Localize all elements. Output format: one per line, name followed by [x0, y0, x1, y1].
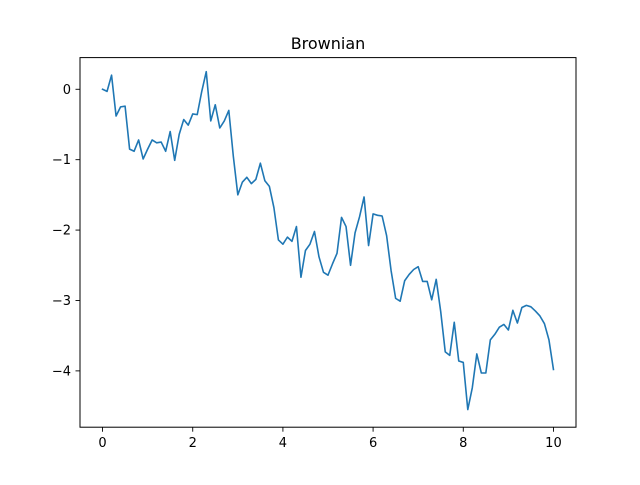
x-tick-label: 2: [189, 436, 197, 451]
chart-title: Brownian: [291, 34, 366, 53]
y-tick-label: 0: [63, 83, 71, 98]
y-tick-label: −2: [52, 224, 71, 239]
x-tick-label: 8: [459, 436, 467, 451]
axes-ticks: 0 2 4 6 8 10 0 −1 −2 −3 −4: [52, 83, 562, 451]
x-tick-label: 4: [279, 436, 287, 451]
y-tick-label: −4: [52, 364, 71, 379]
x-tick-label: 10: [545, 436, 562, 451]
plot-content: [101, 70, 555, 411]
y-tick-label: −3: [52, 294, 71, 309]
x-tick-label: 6: [369, 436, 377, 451]
series-line: [101, 70, 555, 411]
y-tick-label: −1: [52, 153, 71, 168]
plot-frame: [79, 57, 577, 428]
x-tick-label: 0: [98, 436, 106, 451]
